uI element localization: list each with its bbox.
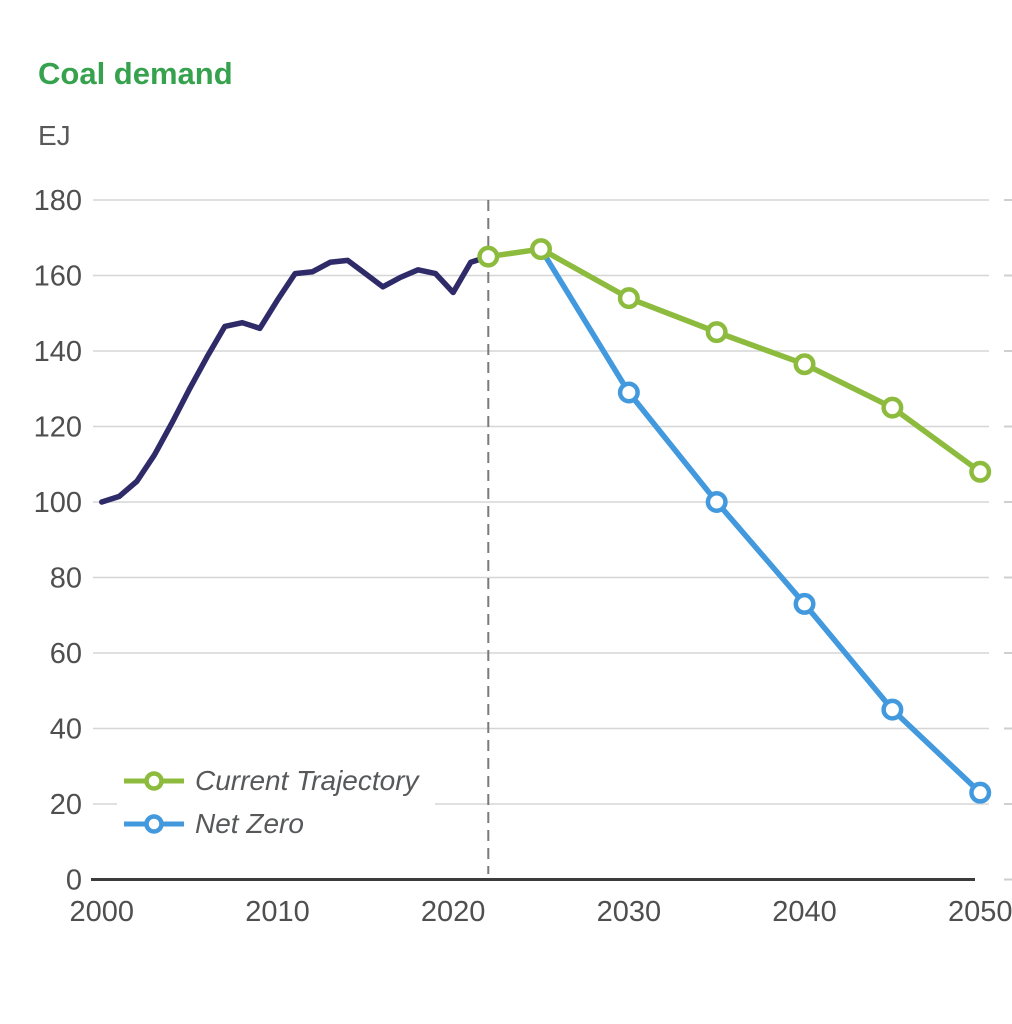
data-point-marker-current-trajectory — [705, 321, 728, 344]
y-axis-tick-label: 20 — [50, 789, 82, 821]
data-point-marker-net-zero — [969, 781, 992, 804]
net-zero-line-icon — [124, 814, 184, 834]
data-point-marker-current-trajectory — [477, 245, 500, 268]
y-axis-tick-label: 140 — [34, 336, 82, 368]
data-point-marker-net-zero — [705, 491, 728, 513]
y-axis-tick-label: 60 — [50, 638, 82, 670]
series-line-history — [99, 253, 492, 505]
legend-label-current-trajectory: Current Trajectory — [195, 765, 419, 796]
series-line-net-zero — [538, 246, 983, 796]
current-trajectory-line-icon — [124, 771, 184, 791]
data-point-marker-net-zero — [617, 381, 640, 404]
y-axis-unit-label: EJ — [38, 120, 71, 151]
x-axis-tick-label: 2020 — [421, 896, 486, 928]
y-axis-tick-label: 80 — [50, 563, 82, 595]
data-point-marker-current-trajectory — [530, 238, 552, 261]
x-axis-tick-label: 2040 — [772, 896, 837, 928]
legend-item-current-trajectory: Current Trajectory — [123, 765, 419, 796]
y-axis-tick-label: 160 — [34, 261, 82, 293]
y-axis-tick-label: 180 — [34, 185, 82, 217]
x-axis-tick-label: 2010 — [245, 896, 310, 928]
swatch-marker — [144, 814, 164, 834]
legend-item-net-zero: Net Zero — [123, 808, 419, 839]
y-axis-tick-label: 100 — [34, 487, 82, 519]
x-axis-tick-label: 2000 — [70, 896, 135, 928]
data-point-marker-net-zero — [881, 698, 904, 721]
chart-title: Coal demand — [38, 56, 233, 91]
y-axis-tick-label: 40 — [50, 714, 82, 746]
data-point-marker-current-trajectory — [617, 287, 640, 310]
data-point-marker-current-trajectory — [793, 353, 816, 376]
data-point-marker-net-zero — [793, 592, 816, 615]
y-axis-tick-label: 120 — [34, 412, 82, 444]
data-point-marker-current-trajectory — [881, 396, 904, 419]
x-axis-tick-label: 2050 — [948, 896, 1012, 928]
x-axis-tick-label: 2030 — [597, 896, 662, 928]
legend-label-net-zero: Net Zero — [195, 808, 304, 839]
legend: Current Trajectory Net Zero — [117, 760, 435, 846]
data-point-marker-current-trajectory — [969, 460, 992, 483]
swatch-marker — [144, 771, 164, 791]
y-axis-tick-label: 0 — [66, 865, 82, 897]
